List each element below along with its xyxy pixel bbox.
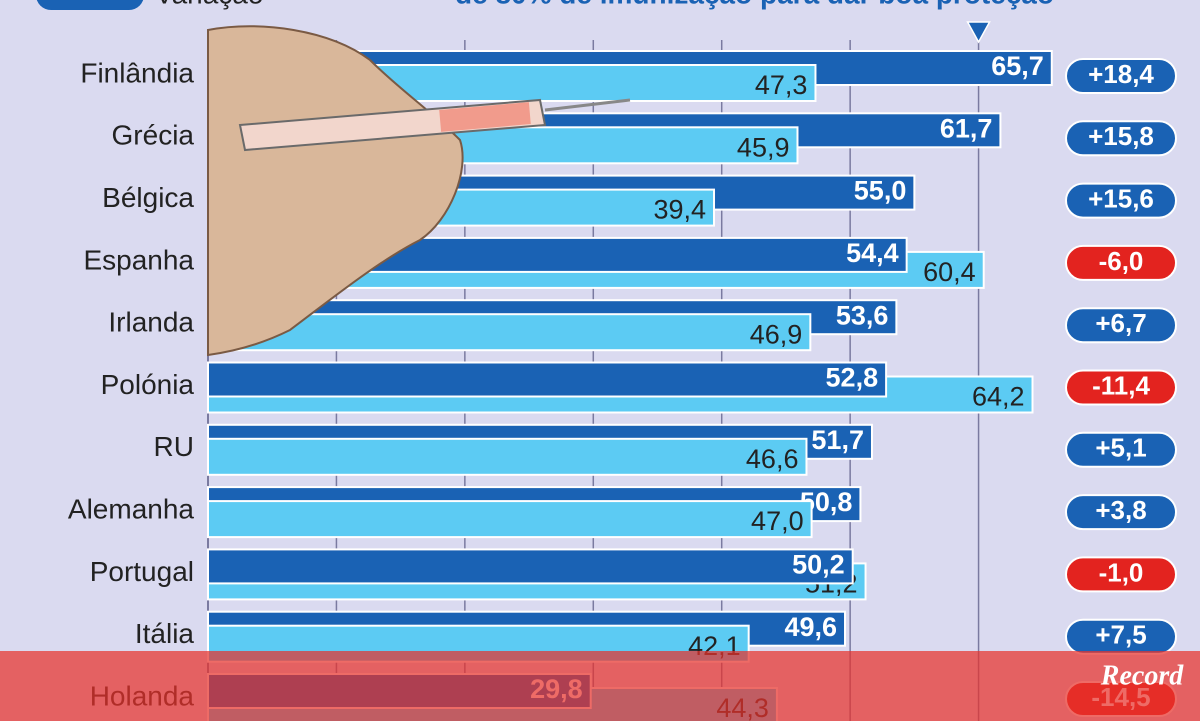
variation-pill <box>1065 182 1177 219</box>
category-label: Bélgica <box>102 182 194 213</box>
variation-pill <box>1065 58 1177 94</box>
category-label: Finlândia <box>80 57 194 88</box>
variation-pill <box>1065 556 1177 593</box>
value-label: 51,7 <box>811 425 864 455</box>
variation-label: +3,8 <box>1095 495 1146 525</box>
value-label: 47,0 <box>751 506 804 536</box>
previous-bar <box>207 437 808 476</box>
value-label: 46,9 <box>750 319 803 349</box>
category-label: Espanha <box>83 244 194 275</box>
value-label: 54,4 <box>846 238 899 268</box>
value-label: 60,4 <box>923 257 976 287</box>
variation-pill <box>1065 307 1177 344</box>
category-label: RU <box>154 431 194 462</box>
variation-label: +15,8 <box>1088 121 1154 151</box>
variation-label: +6,7 <box>1095 308 1146 338</box>
syringe-illustration <box>207 25 631 357</box>
category-label: Irlanda <box>108 307 194 338</box>
category-label: Polónia <box>101 369 195 400</box>
value-label: 45,9 <box>737 132 790 162</box>
previous-bar <box>207 500 813 539</box>
variation-pill <box>1065 369 1177 406</box>
category-label: Alemanha <box>68 493 195 524</box>
category-label: Portugal <box>90 556 194 587</box>
variation-pill <box>1065 244 1177 281</box>
current-bar <box>207 548 854 585</box>
value-label: 65,7 <box>991 51 1044 81</box>
value-label: 39,4 <box>653 195 706 225</box>
category-label: Itália <box>135 618 195 649</box>
value-label: 55,0 <box>854 176 907 206</box>
variation-pill <box>1065 494 1177 531</box>
value-label: 64,2 <box>972 382 1025 412</box>
value-label: 50,2 <box>792 550 845 580</box>
value-label: 53,6 <box>836 300 889 330</box>
variation-label: -1,0 <box>1099 557 1144 587</box>
value-label: 47,3 <box>755 70 808 100</box>
variation-label: -6,0 <box>1099 246 1144 276</box>
brand-banner <box>0 651 1200 721</box>
value-label: 49,6 <box>784 612 837 642</box>
header-note: de 80% de imunização para dar boa proteç… <box>455 0 1054 9</box>
legend-label: Variação <box>155 0 263 9</box>
variation-label: +15,6 <box>1088 183 1154 213</box>
variation-label: +18,4 <box>1088 59 1154 89</box>
reference-marker <box>966 21 991 44</box>
value-label: 46,6 <box>746 444 799 474</box>
variation-label: -11,4 <box>1092 370 1150 400</box>
variation-label: +7,5 <box>1095 620 1146 650</box>
category-label: Grécia <box>112 120 195 151</box>
variation-pill <box>1065 120 1177 157</box>
current-bar <box>207 361 888 398</box>
brand-logo: Record <box>1100 660 1184 691</box>
legend-pill <box>36 0 144 10</box>
value-label: 61,7 <box>940 113 993 143</box>
value-label: 52,8 <box>826 363 879 393</box>
variation-label: +5,1 <box>1095 433 1146 463</box>
variation-pill <box>1065 431 1177 468</box>
